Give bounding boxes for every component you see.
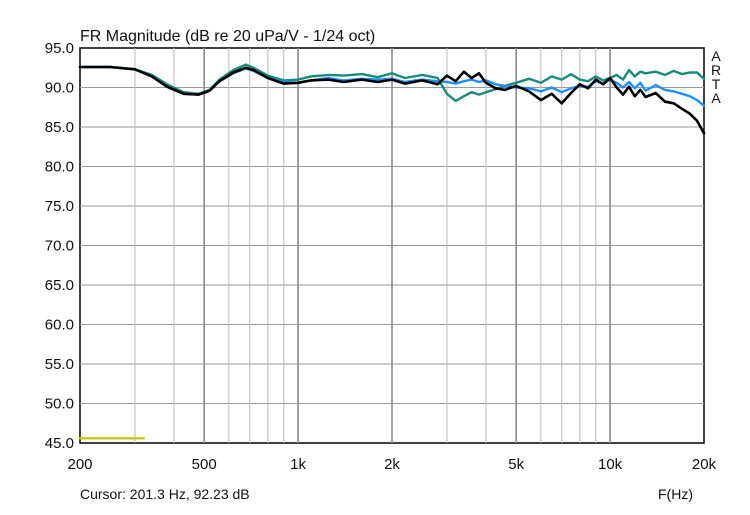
cursor-readout: Cursor: 201.3 Hz, 92.23 dB: [80, 486, 250, 502]
x-tick-label: 10k: [598, 456, 623, 473]
x-tick-label: 2k: [384, 456, 400, 473]
y-tick-label: 85.0: [45, 119, 74, 136]
brand-letter: A: [711, 48, 721, 64]
brand-letter: A: [711, 90, 721, 106]
chart-title: FR Magnitude (dB re 20 uPa/V - 1/24 oct): [80, 28, 375, 45]
series-line-1: [78, 63, 706, 103]
x-tick-label: 200: [67, 456, 92, 473]
y-tick-label: 45.0: [45, 435, 74, 452]
y-tick-label: 65.0: [45, 277, 74, 294]
x-tick-label: 500: [192, 456, 217, 473]
y-tick-label: 80.0: [45, 159, 74, 176]
grid: [80, 48, 704, 443]
y-tick-label: 75.0: [45, 198, 74, 215]
x-tick-label: 5k: [508, 456, 524, 473]
y-tick-label: 95.0: [45, 40, 74, 57]
series-layer: [78, 63, 706, 440]
y-tick-label: 90.0: [45, 80, 74, 97]
y-tick-label: 70.0: [45, 238, 74, 255]
brand-letter: R: [711, 62, 721, 78]
series-line-3: [78, 65, 706, 135]
x-axis-ticks: 200 500 1k 2k 5k 10k 20k: [67, 456, 716, 473]
x-axis-unit-label: F(Hz): [658, 486, 693, 502]
y-tick-label: 55.0: [45, 356, 74, 373]
y-axis-ticks: 95.0 90.0 85.0 80.0 75.0 70.0 65.0 60.0 55.0 50.0…: [45, 40, 74, 452]
brand-letter: T: [712, 76, 721, 92]
y-tick-label: 60.0: [45, 317, 74, 334]
x-tick-label: 1k: [290, 456, 306, 473]
x-tick-label: 20k: [692, 456, 717, 473]
y-tick-label: 50.0: [45, 396, 74, 413]
